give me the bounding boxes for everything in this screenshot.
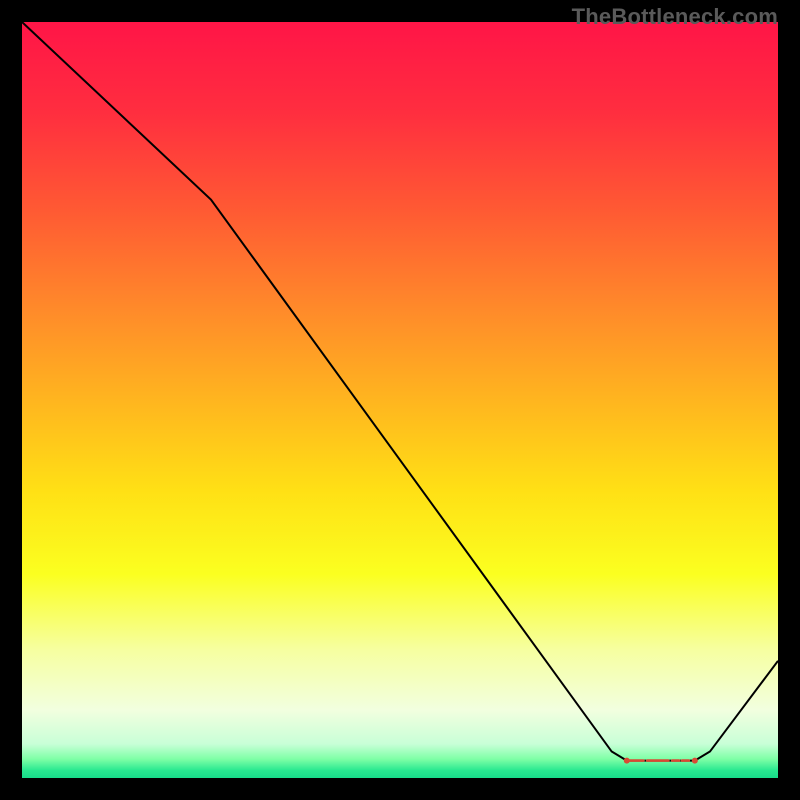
chart-overlay [22, 22, 778, 778]
marker-layer [624, 758, 698, 764]
marker-end-circle [692, 758, 698, 764]
watermark-text: TheBottleneck.com [572, 4, 778, 30]
series-line [22, 22, 778, 761]
chart-area [22, 22, 778, 778]
